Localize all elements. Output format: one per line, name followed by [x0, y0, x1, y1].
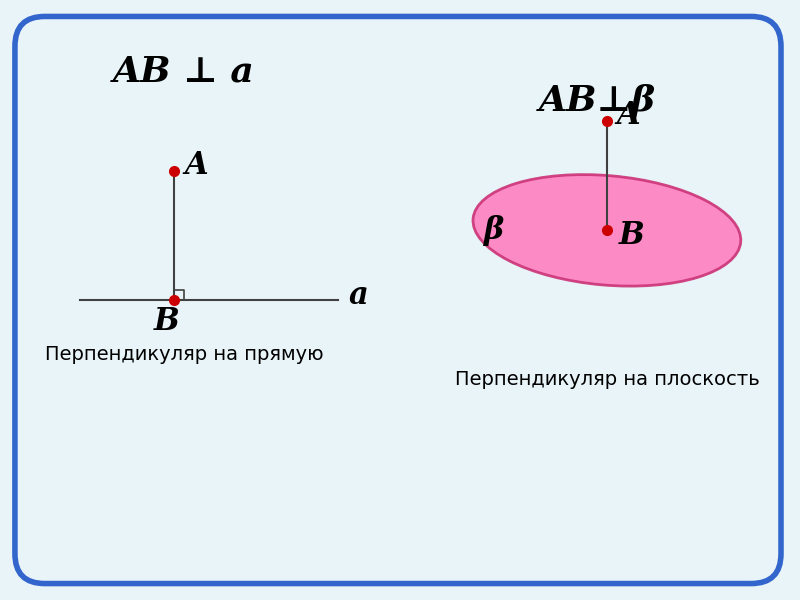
Text: Перпендикуляр на плоскость: Перпендикуляр на плоскость: [454, 370, 759, 389]
Text: a: a: [348, 280, 368, 311]
Text: A: A: [617, 100, 641, 131]
Text: β: β: [484, 215, 505, 246]
Text: A: A: [184, 150, 208, 181]
Text: Перпендикуляр на прямую: Перпендикуляр на прямую: [45, 345, 323, 364]
Text: B: B: [154, 307, 179, 337]
Text: AB ⊥ a: AB ⊥ a: [113, 54, 255, 88]
Text: B: B: [619, 220, 645, 251]
FancyBboxPatch shape: [15, 16, 781, 584]
Ellipse shape: [473, 175, 741, 286]
Text: AB⊥β: AB⊥β: [538, 84, 655, 118]
